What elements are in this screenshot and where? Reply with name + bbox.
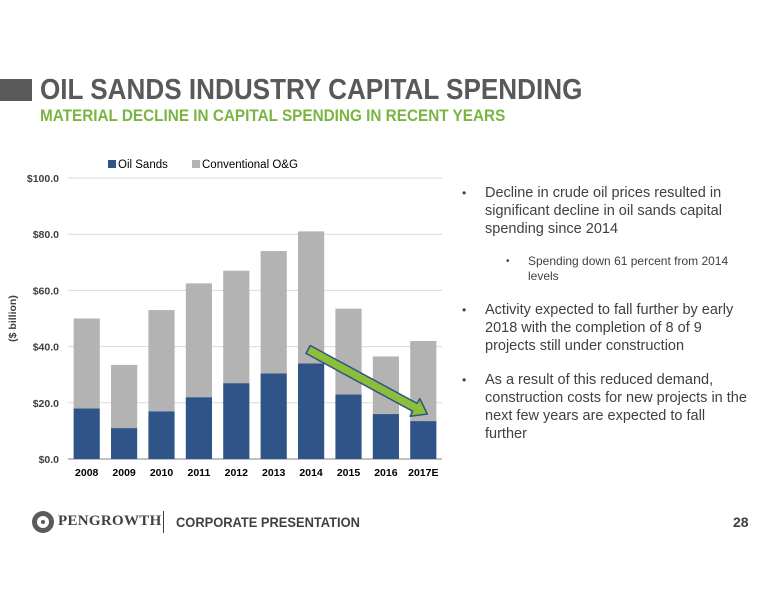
x-tick-label: 2012 xyxy=(225,467,249,479)
footer-divider xyxy=(163,511,164,533)
x-tick-label: 2010 xyxy=(150,467,174,479)
page-subtitle: MATERIAL DECLINE IN CAPITAL SPENDING IN … xyxy=(40,106,506,125)
page-title: OIL SANDS INDUSTRY CAPITAL SPENDING xyxy=(40,74,583,106)
decline-arrow-annotation xyxy=(305,344,429,417)
title-accent-bar xyxy=(0,79,32,101)
bar-oil-sands xyxy=(372,414,399,459)
bar-oil-sands xyxy=(111,428,138,459)
y-tick-label: $0.0 xyxy=(39,454,60,466)
bullet-point: As a result of this reduced demand, cons… xyxy=(458,371,748,443)
x-tick-label: 2017E xyxy=(408,467,438,479)
y-tick-label: $80.0 xyxy=(33,229,59,241)
decline-arrow xyxy=(305,344,429,417)
bar-conventional xyxy=(111,364,138,429)
legend-swatch xyxy=(192,160,200,168)
bar-conventional xyxy=(73,318,100,409)
bullet-list: Decline in crude oil prices resulted in … xyxy=(458,184,748,459)
y-tick-label: $20.0 xyxy=(33,398,59,410)
page-number: 28 xyxy=(733,514,749,530)
footer: PENGROWTH CORPORATE PRESENTATION 28 xyxy=(0,508,776,538)
x-tick-label: 2011 xyxy=(188,467,211,479)
x-tick-label: 2014 xyxy=(299,467,323,479)
chart-legend: Oil Sands Conventional O&G xyxy=(108,159,298,171)
y-tick-label: $100.0 xyxy=(27,173,59,185)
x-tick-label: 2015 xyxy=(337,467,361,479)
bar-conventional xyxy=(185,283,212,398)
x-tick-label: 2013 xyxy=(262,467,286,479)
bar-conventional xyxy=(260,251,287,374)
capital-spending-chart: Oil Sands Conventional O&G $0.0 $20.0 $40.0… xyxy=(7,159,442,479)
y-axis-ticks: $0.0 $20.0 $40.0 $60.0 $80.0 $100.0 xyxy=(27,173,59,466)
y-axis-label: ($ billion) xyxy=(7,295,19,342)
bar-oil-sands xyxy=(223,383,250,459)
bullet-point: Decline in crude oil prices resulted in … xyxy=(458,184,748,238)
footer-label: CORPORATE PRESENTATION xyxy=(176,514,360,530)
x-tick-label: 2009 xyxy=(112,467,136,479)
bar-oil-sands xyxy=(410,421,437,459)
x-axis-ticks: 2008 2009 2010 2011 2012 2013 2014 2015 2016 2017… xyxy=(75,467,438,479)
sub-bullet-point: Spending down 61 percent from 2014 level… xyxy=(458,254,748,284)
bullet-point: Activity expected to fall further by ear… xyxy=(458,301,748,355)
pengrowth-logo-icon xyxy=(32,511,54,533)
bar-oil-sands xyxy=(298,363,325,459)
bar-conventional xyxy=(148,310,175,412)
bar-oil-sands xyxy=(260,373,287,459)
bar-conventional xyxy=(298,231,325,364)
logo-wordmark: PENGROWTH xyxy=(58,513,162,529)
legend-label: Oil Sands xyxy=(118,159,168,171)
bar-conventional xyxy=(223,270,250,384)
legend-swatch xyxy=(108,160,116,168)
bar-oil-sands xyxy=(73,408,100,459)
y-tick-label: $40.0 xyxy=(33,342,59,354)
legend-label: Conventional O&G xyxy=(202,159,298,171)
x-tick-label: 2016 xyxy=(374,467,398,479)
chart-bars xyxy=(73,231,437,459)
x-tick-label: 2008 xyxy=(75,467,99,479)
y-tick-label: $60.0 xyxy=(33,285,59,297)
bar-oil-sands xyxy=(148,411,175,459)
bar-oil-sands xyxy=(335,394,362,459)
bar-oil-sands xyxy=(185,397,212,459)
